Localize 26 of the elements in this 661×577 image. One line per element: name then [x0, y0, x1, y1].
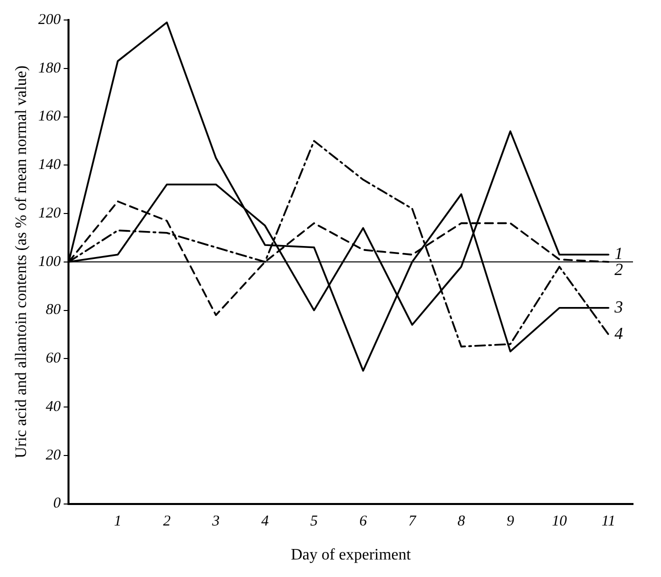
x-tick-label: 2: [163, 514, 172, 530]
y-tick-label: 100: [38, 254, 62, 270]
series-label: 3: [613, 297, 623, 316]
x-tick-label: 6: [359, 514, 368, 530]
x-tick-label: 10: [552, 514, 568, 530]
x-tick-label: 11: [602, 514, 616, 530]
x-tick-label: 8: [458, 514, 466, 530]
y-axis-title: Uric acid and allantoin contents (as % of mean normal value): [12, 66, 30, 458]
y-tick-label: 40: [46, 398, 62, 415]
y-tick-label: 160: [38, 108, 62, 125]
x-tick-label: 9: [506, 514, 515, 530]
x-tick-label: 4: [261, 514, 270, 530]
y-tick-label: 200: [38, 12, 62, 28]
y-tick-label: 20: [46, 447, 62, 464]
y-tick-label: 60: [46, 350, 62, 367]
y-tick-label: 180: [38, 60, 62, 76]
series-label: 4: [614, 324, 624, 343]
x-axis-title: Day of experiment: [290, 546, 412, 564]
y-tick-label: 140: [38, 157, 62, 174]
x-tick-label: 5: [310, 514, 318, 530]
y-tick-label: 120: [38, 205, 62, 222]
x-tick-label: 3: [211, 514, 220, 530]
x-tick-label: 1: [114, 514, 122, 530]
y-tick-label: 0: [53, 496, 62, 512]
y-tick-label: 80: [46, 302, 62, 318]
x-tick-label: 7: [408, 514, 418, 530]
